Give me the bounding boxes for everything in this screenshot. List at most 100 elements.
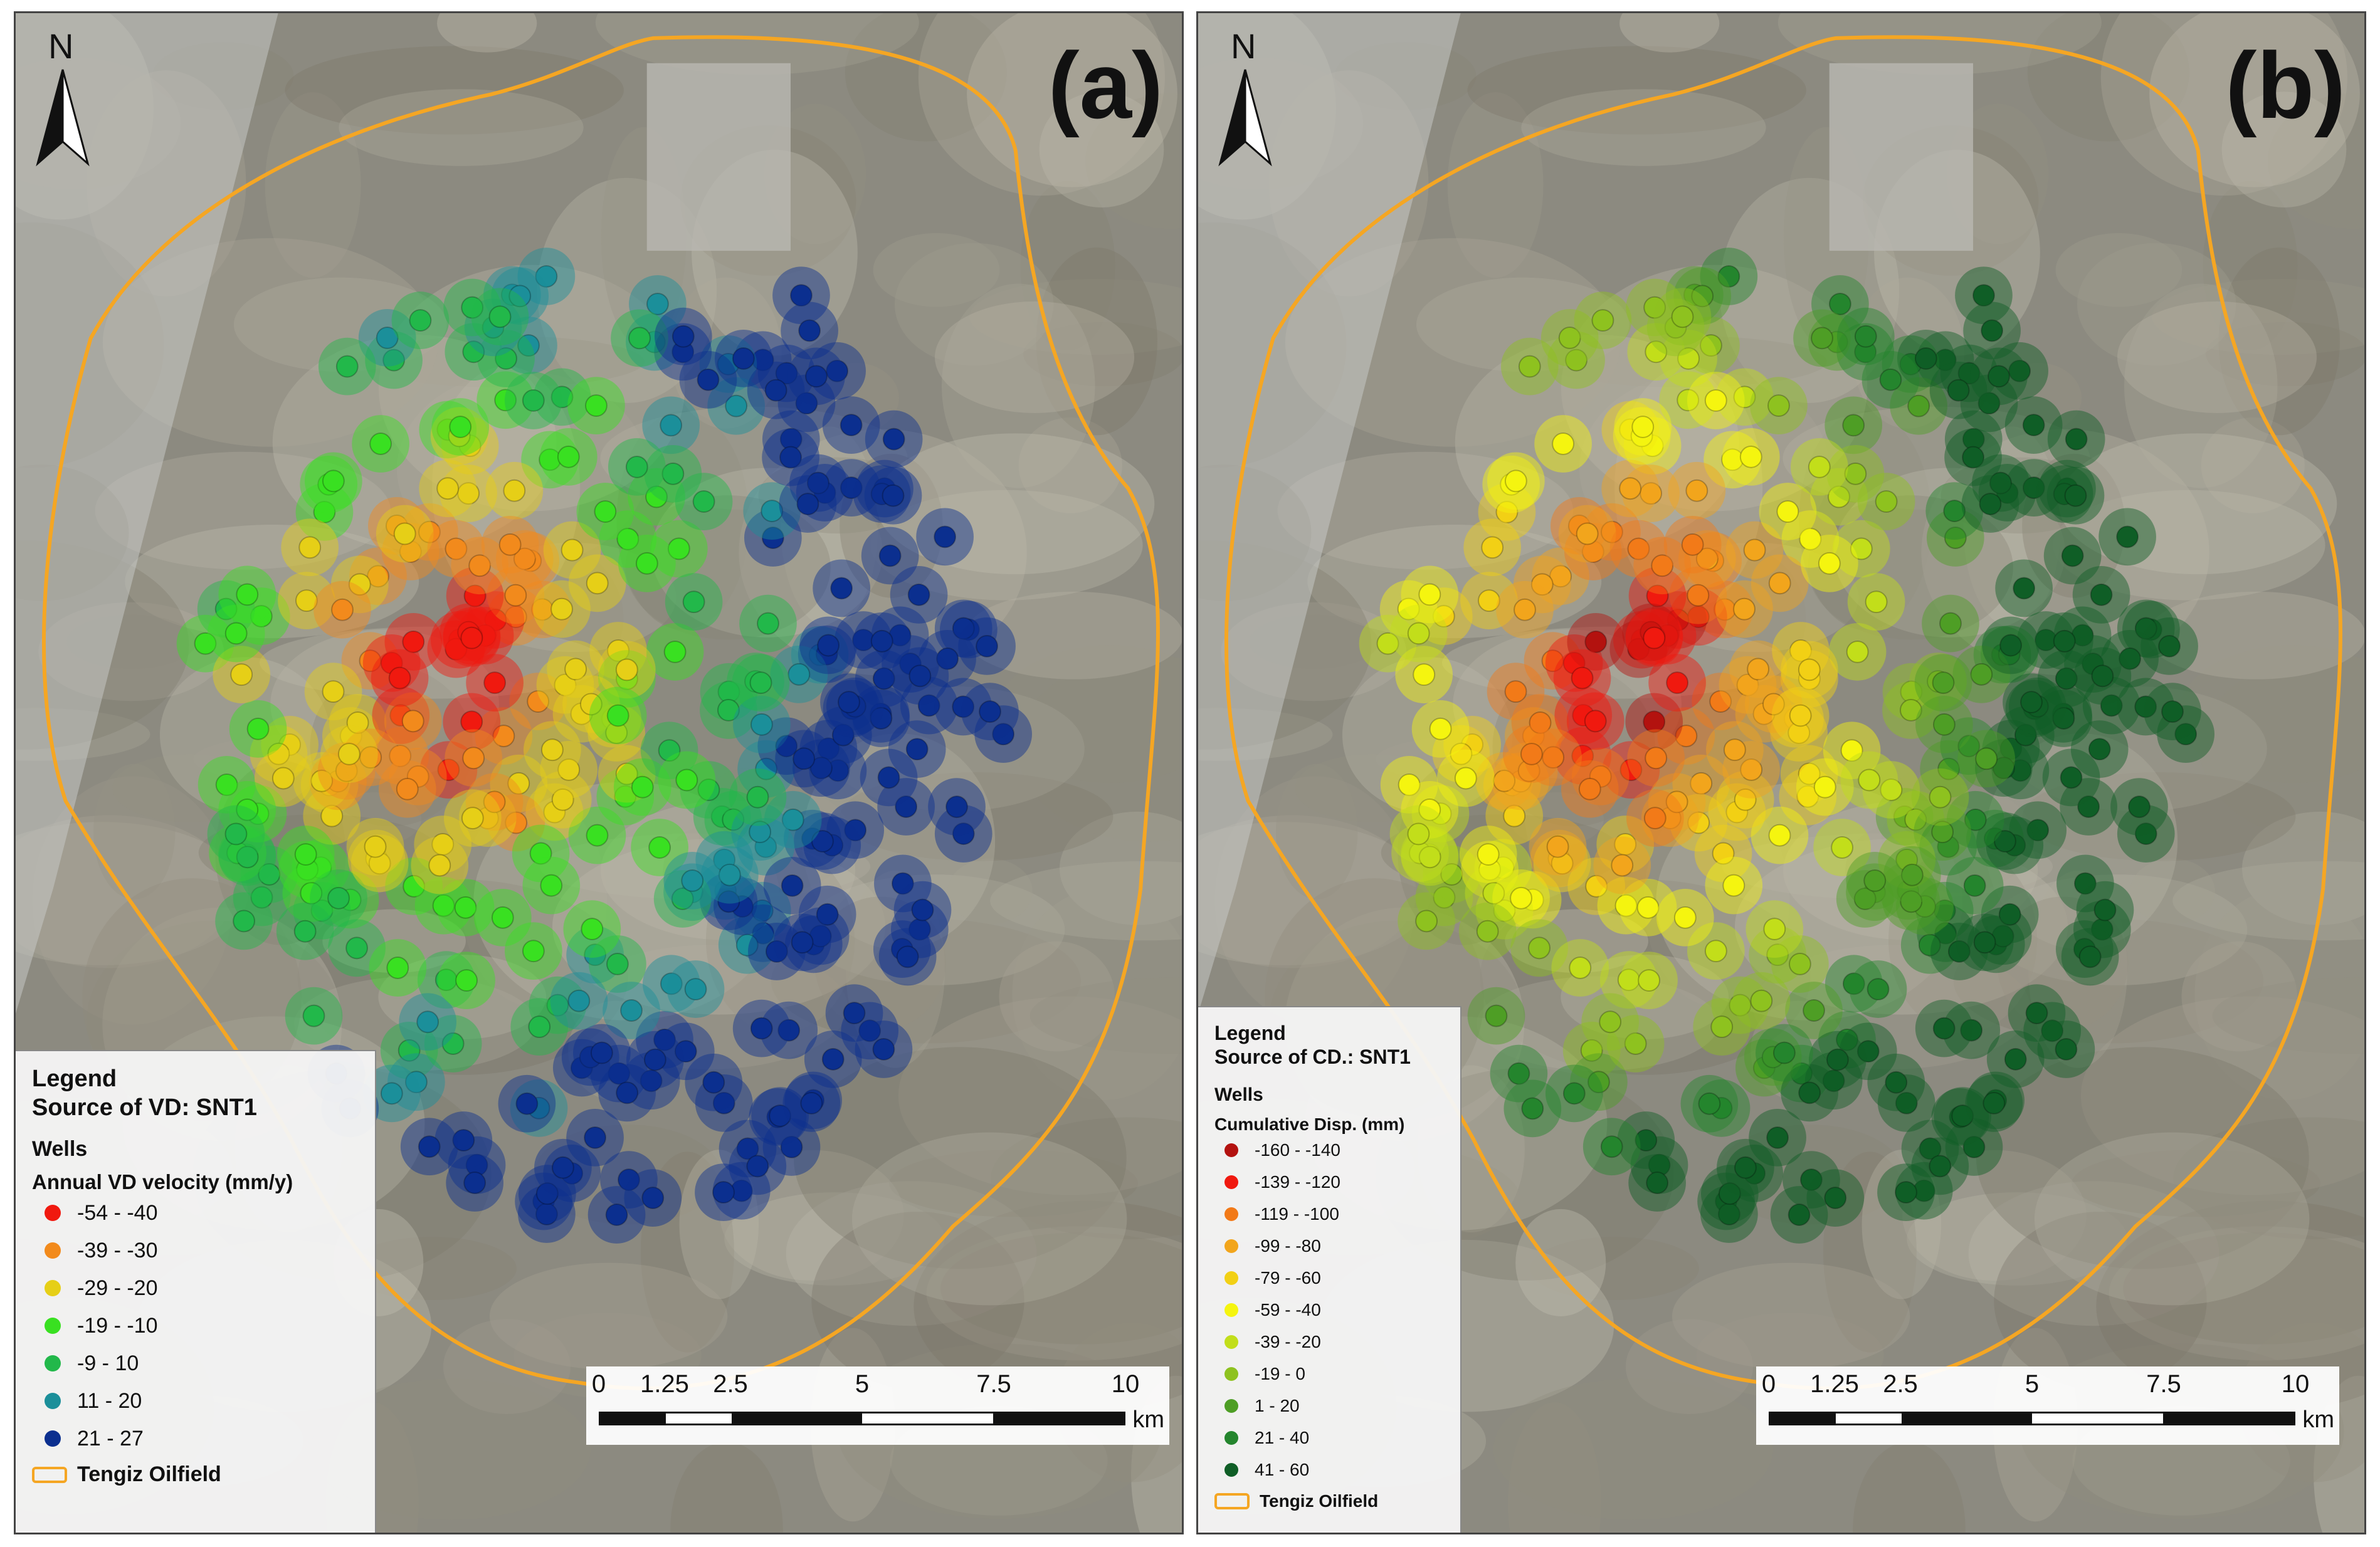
legend-class-row: -39 - -30 [32, 1232, 359, 1269]
well-marker [2078, 945, 2102, 968]
well-marker [1957, 735, 1981, 758]
well-marker [1865, 590, 1888, 614]
well-marker [1677, 347, 1700, 370]
well-marker [787, 663, 811, 686]
well-marker [1495, 500, 1519, 523]
terrain-patch [873, 233, 1000, 307]
terrain-patch [1020, 181, 1115, 351]
legend-class-label: -54 - -40 [77, 1200, 158, 1225]
well-marker [1932, 671, 1955, 695]
well-marker [463, 584, 487, 607]
well-marker [1858, 768, 1881, 792]
well-marker [460, 710, 483, 733]
well-marker [1788, 1204, 1811, 1226]
well-marker [327, 886, 350, 910]
well-marker [1850, 537, 1873, 560]
well-marker [606, 704, 629, 727]
well-marker [540, 738, 564, 762]
well-marker [1477, 589, 1500, 612]
legend-outline-row: Tengiz Oilfield [32, 1462, 359, 1487]
legend-class-label: -59 - -40 [1255, 1300, 1321, 1320]
well-marker [1614, 894, 1638, 917]
scale-tick: 2.5 [1883, 1370, 1918, 1398]
well-marker [1747, 658, 1770, 681]
well-marker [1768, 824, 1791, 847]
well-marker [1842, 972, 1865, 995]
terrain-patch [568, 1000, 663, 1101]
well-marker [1619, 758, 1643, 782]
facility-area [1829, 63, 1974, 251]
well-marker [761, 527, 784, 549]
legend-class-label: -19 - 0 [1255, 1364, 1305, 1384]
well-marker [692, 490, 715, 513]
well-marker [2088, 738, 2111, 761]
well-marker [775, 362, 798, 385]
scale-tick: 5 [2025, 1370, 2040, 1398]
well-marker [1798, 1081, 1821, 1104]
well-marker [1576, 522, 1599, 545]
terrain-patch [811, 1212, 1024, 1390]
well-marker [2022, 414, 2045, 437]
well-marker [483, 671, 507, 695]
well-marker [348, 573, 371, 596]
well-marker [1824, 1187, 1847, 1210]
well-marker [749, 671, 772, 695]
terrain-patch [2109, 1226, 2364, 1361]
terrain-patch [724, 1192, 945, 1286]
well-marker [625, 455, 648, 478]
terrain-patch [1988, 874, 2248, 985]
panel-label: (b) [2225, 33, 2346, 138]
well-marker [1429, 717, 1452, 740]
well-marker [712, 1181, 735, 1204]
well-marker [528, 1015, 551, 1039]
north-arrow: N [28, 26, 97, 170]
well-marker [796, 493, 819, 515]
well-marker [1963, 874, 1986, 897]
well-marker [2060, 766, 2083, 789]
well-marker [551, 1156, 574, 1179]
well-marker [1811, 327, 1833, 350]
terrain-patch [1509, 792, 1604, 846]
well-marker [746, 1155, 769, 1178]
well-marker [1530, 573, 1554, 596]
well-marker [386, 957, 409, 979]
well-marker [1681, 533, 1704, 556]
well-marker [1972, 284, 1995, 307]
terrain-patch [1656, 782, 1963, 1020]
well-marker [503, 479, 526, 502]
well-marker [1415, 910, 1438, 933]
legend-class-row: 1 - 20 [1214, 1390, 1444, 1422]
well-marker [380, 1082, 403, 1105]
terrain-patch [1508, 1402, 1601, 1533]
well-marker [1571, 666, 1594, 690]
legend-swatch [45, 1205, 61, 1222]
well-marker [462, 747, 485, 770]
well-marker [2090, 583, 2113, 606]
well-marker [1875, 490, 1898, 513]
well-marker [1376, 632, 1399, 655]
scale-unit: km [2302, 1407, 2334, 1433]
well-marker [1643, 710, 1666, 733]
well-marker [765, 940, 788, 963]
well-marker [455, 969, 478, 992]
well-marker [1503, 804, 1526, 827]
terrain-patch [1453, 629, 1682, 779]
legend-class-label: -29 - -20 [77, 1276, 158, 1300]
well-marker [1712, 842, 1735, 865]
terrain-patch [347, 1237, 517, 1301]
terrain-patch [1441, 626, 1788, 699]
well-marker [2014, 723, 2037, 747]
well-marker [1736, 673, 1759, 696]
well-marker [1729, 994, 1752, 1017]
well-marker [2025, 1002, 2048, 1025]
legend-swatch [1224, 1303, 1238, 1318]
terrain-patch [2080, 996, 2364, 1195]
terrain-patch [1492, 666, 1655, 827]
oilfield-outline-swatch [32, 1466, 67, 1483]
legend-class-row: -29 - -20 [32, 1269, 359, 1307]
well-marker [359, 649, 382, 673]
terrain-patch [1521, 89, 1766, 166]
terrain-patch [437, 13, 537, 53]
terrain-patch [1940, 457, 2100, 534]
well-marker [1546, 835, 1569, 858]
